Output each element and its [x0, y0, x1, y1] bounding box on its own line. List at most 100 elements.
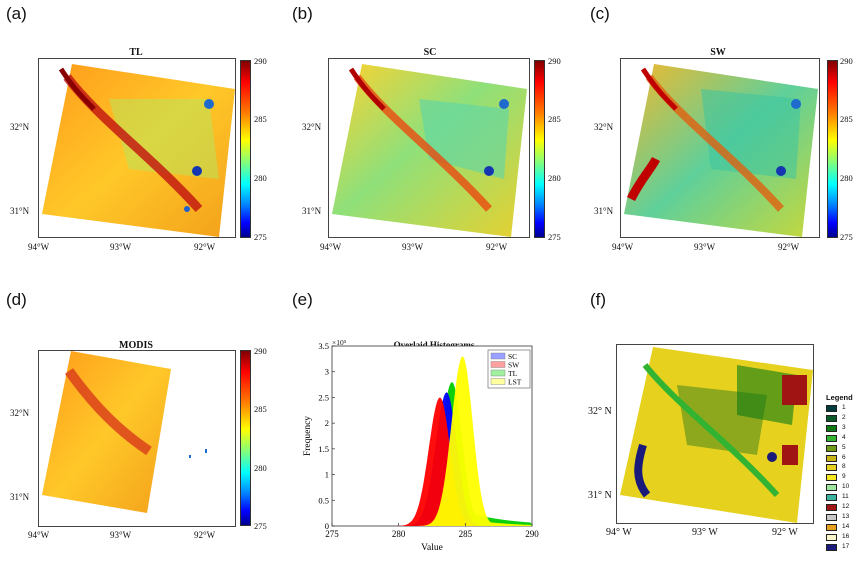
lon-tick-94-d: 94°W	[28, 530, 50, 540]
legend-title: Legend	[826, 393, 853, 402]
map-frame-b	[328, 58, 530, 238]
legend-class-label: 14	[842, 522, 850, 530]
y-tick-label: 1	[325, 470, 329, 480]
cbar-tick-275-b: 275	[548, 232, 561, 242]
lon-tick-92-d: 92°W	[194, 530, 216, 540]
x-axis-label: Value	[421, 543, 443, 553]
lat-tick-32-d: 32°N	[10, 408, 30, 418]
legend-swatch	[826, 484, 837, 492]
x-tick-label: 285	[459, 529, 473, 539]
legend-class-label: 2	[842, 413, 846, 421]
legend-label-tl: TL	[508, 369, 518, 378]
legend-swatch	[826, 513, 837, 521]
cbar-tick-280-a: 280	[254, 173, 267, 183]
legend-swatch-sc	[490, 352, 506, 360]
legend-item-14: 14	[826, 523, 856, 532]
panel-title-b: SC	[423, 47, 437, 58]
panel-label-e: (e)	[292, 290, 313, 309]
legend-swatch	[826, 533, 837, 541]
legend-class-label: 4	[842, 433, 846, 441]
lat-tick-32-f: 32° N	[588, 406, 612, 417]
legend-item-10: 10	[826, 483, 856, 492]
y-tick-label: 0.5	[318, 495, 329, 505]
lon-tick-93-d: 93°W	[110, 530, 132, 540]
legend-item-12: 12	[826, 503, 856, 512]
legend-swatch	[826, 474, 837, 482]
legend-class-label: 3	[842, 423, 846, 431]
legend-class-label: 11	[842, 493, 849, 501]
legend-item-2: 2	[826, 414, 856, 423]
histogram-chart: 275 280 285 290 0 0.5 1 1.5 2 2.5 3 3.5 Value Frequen…	[303, 341, 539, 553]
panel-title-a: TL	[129, 47, 143, 58]
lat-tick-31-b: 31°N	[302, 206, 322, 216]
legend-label-lst: LST	[508, 378, 522, 387]
lat-tick-31-c: 31°N	[594, 206, 614, 216]
x-tick-label: 280	[392, 529, 406, 539]
panel-title-d: MODIS	[119, 340, 153, 351]
cbar-tick-285-d: 285	[254, 404, 267, 414]
legend-swatch	[826, 444, 837, 452]
legend-swatch	[826, 543, 837, 551]
cbar-tick-290-a: 290	[254, 56, 267, 66]
colorbar-a	[240, 60, 251, 238]
map-frame-d	[38, 350, 236, 527]
cbar-tick-290-c: 290	[840, 56, 853, 66]
panel-label-f: (f)	[590, 290, 607, 309]
legend-item-9: 9	[826, 473, 856, 482]
legend-class-label: 16	[842, 532, 850, 540]
lon-tick-94-a: 94°W	[28, 242, 50, 252]
lon-tick-93-c: 93°W	[694, 242, 716, 252]
lon-tick-92-b: 92°W	[486, 242, 508, 252]
legend-item-6: 6	[826, 454, 856, 463]
y-tick-label: 0	[325, 521, 329, 531]
lst-map-tl	[42, 64, 235, 237]
legend-swatch	[826, 494, 837, 502]
legend-swatch	[826, 414, 837, 422]
lon-tick-94-f: 94° W	[606, 527, 632, 538]
legend-swatch	[826, 504, 837, 511]
map-frame-a	[38, 58, 236, 238]
y-tick-label: 2	[325, 418, 329, 428]
legend-item-5: 5	[826, 444, 856, 453]
legend-class-label: 9	[842, 473, 846, 481]
lon-tick-92-a: 92°W	[194, 242, 216, 252]
cbar-tick-290-b: 290	[548, 56, 561, 66]
landcover-map	[620, 347, 813, 523]
x-tick-label: 290	[525, 529, 539, 539]
legend-label-sc: SC	[508, 352, 517, 361]
cbar-tick-275-a: 275	[254, 232, 267, 242]
y-axis-label: Frequency	[303, 416, 313, 456]
y-tick-label: 3.5	[318, 341, 329, 351]
lat-tick-31-f: 31° N	[588, 490, 612, 501]
cbar-tick-285-a: 285	[254, 114, 267, 124]
map-frame-c	[620, 58, 820, 238]
lat-tick-32-c: 32°N	[594, 122, 614, 132]
legend-swatch-lst	[490, 378, 506, 385]
y-tick-label: 2.5	[318, 392, 329, 402]
cbar-tick-280-c: 280	[840, 173, 853, 183]
legend-swatch	[826, 405, 837, 412]
histogram-series-sw	[332, 397, 532, 526]
panel-label-d: (d)	[6, 290, 27, 309]
lon-tick-92-f: 92° W	[772, 527, 798, 538]
lst-map-modis	[42, 351, 207, 513]
cbar-tick-285-b: 285	[548, 114, 561, 124]
cbar-tick-280-b: 280	[548, 173, 561, 183]
x-tick-label: 275	[325, 529, 339, 539]
legend-swatch	[826, 523, 837, 531]
colorbar-c	[827, 60, 838, 238]
cbar-tick-290-d: 290	[254, 346, 267, 356]
panel-label-c: (c)	[590, 4, 610, 23]
map-frame-f	[616, 344, 814, 524]
legend-item-1: 1	[826, 404, 856, 413]
legend-class-label: 5	[842, 443, 846, 451]
lat-tick-31-d: 31°N	[10, 492, 30, 502]
legend-item-17: 17	[826, 543, 856, 552]
legend-class-label: 13	[842, 512, 850, 520]
legend-swatch	[826, 454, 837, 462]
legend-swatch	[826, 464, 837, 472]
panel-title-c: SW	[710, 47, 726, 58]
legend-class-label: 10	[842, 483, 850, 491]
cbar-tick-275-c: 275	[840, 232, 853, 242]
legend-item-16: 16	[826, 533, 856, 542]
